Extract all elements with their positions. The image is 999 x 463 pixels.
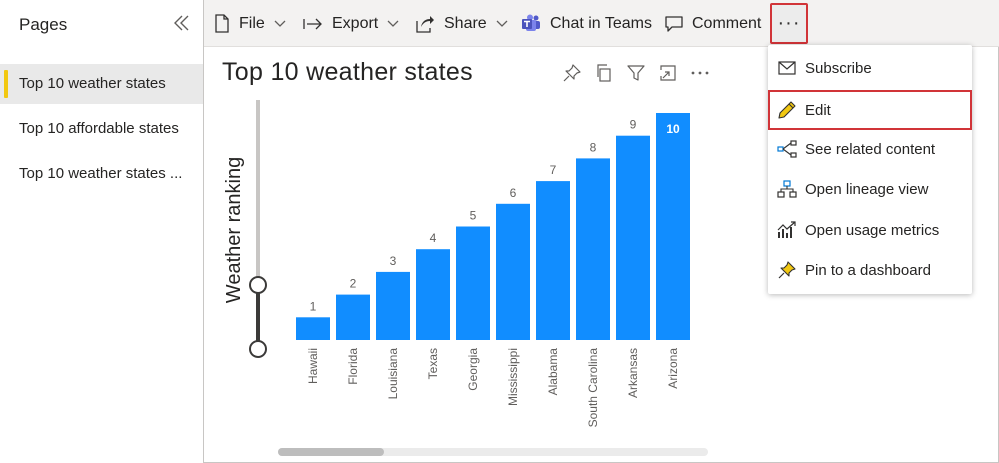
chat-in-teams-label: Chat in Teams xyxy=(550,14,652,32)
teams-icon xyxy=(521,14,541,33)
menu-item-subscribe[interactable]: Subscribe xyxy=(768,48,972,88)
copy-visual-icon[interactable] xyxy=(593,62,615,84)
bar-louisiana[interactable] xyxy=(376,271,410,340)
bar-hawaii[interactable] xyxy=(296,317,330,340)
bar-arkansas[interactable] xyxy=(616,135,650,340)
data-label-georgia: 5 xyxy=(470,209,477,223)
related-content-icon xyxy=(776,138,798,160)
menu-item-label: See related content xyxy=(805,140,936,158)
share-label: Share xyxy=(444,14,487,32)
x-tick-label-south-carolina: South Carolina xyxy=(586,348,600,428)
data-label-arkansas: 9 xyxy=(630,118,637,132)
menu-item-pin-to-dashboard[interactable]: Pin to a dashboard xyxy=(768,250,972,290)
slider-handle-top[interactable] xyxy=(249,276,267,294)
x-tick-label-louisiana: Louisiana xyxy=(386,348,400,400)
bar-georgia[interactable] xyxy=(456,226,490,341)
menu-item-label: Subscribe xyxy=(805,59,872,77)
file-label: File xyxy=(239,14,265,32)
bar-mississippi[interactable] xyxy=(496,203,530,340)
chat-in-teams-button[interactable]: Chat in Teams xyxy=(521,0,652,47)
export-label: Export xyxy=(332,14,379,32)
menu-item-label: Open usage metrics xyxy=(805,221,940,239)
data-label-arizona: 10 xyxy=(666,122,680,136)
x-tick-label-hawaii: Hawaii xyxy=(306,348,320,384)
menu-item-open-lineage-view[interactable]: Open lineage view xyxy=(768,169,972,209)
data-label-florida: 2 xyxy=(350,277,357,291)
x-tick-label-arkansas: Arkansas xyxy=(626,348,640,398)
menu-item-edit[interactable]: Edit xyxy=(768,90,972,130)
more-options-button[interactable]: ··· xyxy=(770,3,808,44)
x-tick-label-florida: Florida xyxy=(346,348,360,385)
range-slider[interactable] xyxy=(249,100,267,358)
bar-south-carolina[interactable] xyxy=(576,158,610,340)
bar-texas[interactable] xyxy=(416,249,450,340)
menu-item-label: Edit xyxy=(805,101,831,119)
data-label-hawaii: 1 xyxy=(310,299,317,313)
report-toolbar: File Export Share Chat in Teams Comment … xyxy=(204,0,999,47)
share-icon xyxy=(415,15,435,33)
comment-icon xyxy=(665,15,683,33)
y-axis-label: Weather ranking xyxy=(223,157,245,303)
menu-item-open-usage-metrics[interactable]: Open usage metrics xyxy=(768,210,972,250)
collapse-pane-icon[interactable] xyxy=(170,12,192,34)
menu-item-label: Pin to a dashboard xyxy=(805,261,931,279)
page-tab-top-10-affordable-states[interactable]: Top 10 affordable states xyxy=(19,120,179,137)
pages-pane: Pages Top 10 weather states Top 10 affor… xyxy=(0,0,204,463)
focus-mode-icon[interactable] xyxy=(657,62,679,84)
export-arrow-icon xyxy=(303,17,323,31)
page-tab-top-10-weather-states[interactable]: Top 10 weather states xyxy=(0,64,203,104)
comment-button[interactable]: Comment xyxy=(665,0,761,47)
slider-handle-bottom[interactable] xyxy=(249,340,267,358)
export-menu-button[interactable]: Export xyxy=(303,0,399,47)
pages-pane-title: Pages xyxy=(19,15,68,34)
share-menu-button[interactable]: Share xyxy=(415,0,508,47)
data-label-louisiana: 3 xyxy=(390,254,397,268)
pin-visual-icon[interactable] xyxy=(561,62,583,84)
file-icon xyxy=(214,14,230,33)
page-tab-top-10-weather-states-2[interactable]: Top 10 weather states ... xyxy=(19,165,183,182)
bar-arizona[interactable] xyxy=(656,113,690,340)
chart-scrollbar-track[interactable] xyxy=(278,448,708,456)
x-tick-label-texas: Texas xyxy=(426,348,440,379)
data-label-mississippi: 6 xyxy=(510,186,517,200)
chevron-down-icon xyxy=(387,20,399,28)
usage-metrics-icon xyxy=(776,219,798,241)
file-menu-button[interactable]: File xyxy=(214,0,286,47)
data-label-south-carolina: 8 xyxy=(590,140,597,154)
filter-icon[interactable] xyxy=(625,62,647,84)
chevron-down-icon xyxy=(496,20,508,28)
pencil-icon xyxy=(776,99,798,121)
x-tick-label-georgia: Georgia xyxy=(466,348,480,391)
x-tick-label-alabama: Alabama xyxy=(546,348,560,396)
x-tick-label-arizona: Arizona xyxy=(666,348,680,389)
visual-more-options-icon[interactable] xyxy=(689,62,711,84)
chevron-down-icon xyxy=(274,20,286,28)
x-tick-label-mississippi: Mississippi xyxy=(506,348,520,406)
data-label-alabama: 7 xyxy=(550,163,557,177)
bar-florida[interactable] xyxy=(336,294,370,340)
bar-alabama[interactable] xyxy=(536,181,570,340)
more-options-menu: Subscribe Edit See related content Open … xyxy=(768,45,972,294)
menu-item-label: Open lineage view xyxy=(805,180,929,198)
lineage-icon xyxy=(776,178,798,200)
data-label-texas: 4 xyxy=(430,231,437,245)
chart-scrollbar-thumb[interactable] xyxy=(278,448,384,456)
menu-item-see-related-content[interactable]: See related content xyxy=(768,129,972,169)
bar-chart: Weather ranking 1 Hawaii 2 Florida 3 Louisian… xyxy=(223,100,690,428)
comment-label: Comment xyxy=(692,14,762,32)
pin-icon xyxy=(776,259,798,281)
visual-title: Top 10 weather states xyxy=(222,58,473,86)
envelope-icon xyxy=(776,57,798,79)
